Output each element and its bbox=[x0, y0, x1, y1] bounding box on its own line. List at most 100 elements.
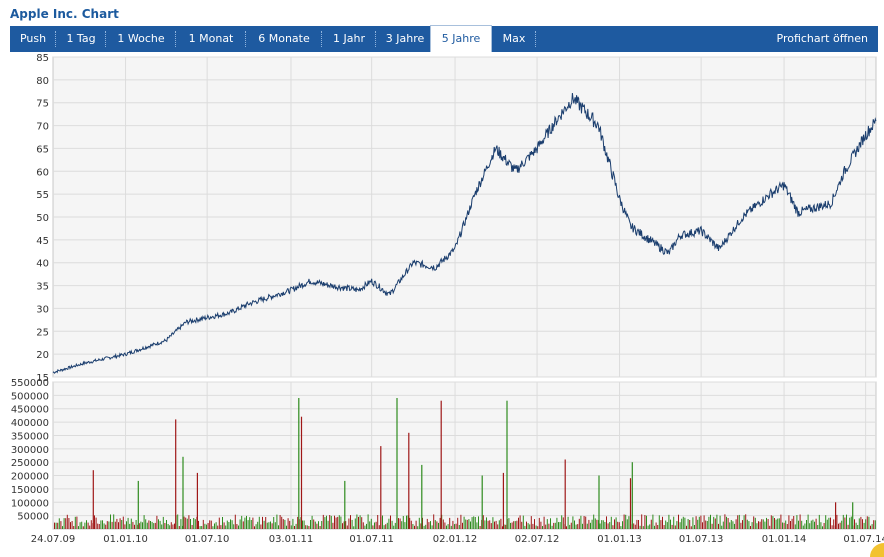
volume-bar bbox=[103, 523, 105, 529]
volume-bar bbox=[401, 521, 403, 529]
volume-spike-bar bbox=[298, 398, 300, 529]
volume-bar bbox=[732, 521, 734, 529]
volume-bar bbox=[166, 520, 167, 529]
volume-bar bbox=[625, 514, 627, 529]
x-tick-label: 24.07.09 bbox=[31, 534, 76, 545]
volume-bar bbox=[874, 520, 876, 529]
volume-bar bbox=[214, 523, 215, 529]
x-tick-label: 01.01.10 bbox=[103, 534, 148, 545]
volume-bar bbox=[278, 525, 279, 529]
price-tick-label: 45 bbox=[36, 236, 49, 247]
volume-bar bbox=[366, 523, 367, 529]
volume-bar bbox=[722, 521, 724, 529]
volume-bar bbox=[535, 525, 537, 529]
volume-bar bbox=[846, 514, 847, 529]
volume-bar bbox=[694, 525, 695, 529]
volume-bar bbox=[135, 520, 137, 529]
volume-bar bbox=[406, 515, 407, 529]
volume-bar bbox=[231, 520, 233, 529]
volume-spike-bar bbox=[440, 400, 442, 529]
open-pro-chart-link[interactable]: Profichart öffnen bbox=[776, 32, 869, 45]
volume-bar bbox=[641, 514, 643, 529]
volume-bar bbox=[191, 525, 193, 529]
volume-bar bbox=[761, 519, 763, 529]
volume-bar bbox=[684, 517, 686, 529]
volume-bar bbox=[574, 520, 575, 529]
tab-max[interactable]: Max bbox=[492, 26, 536, 52]
tab-5-jahre[interactable]: 5 Jahre bbox=[430, 25, 492, 52]
tab-6-monate[interactable]: 6 Monate bbox=[246, 26, 322, 52]
tab-1-woche[interactable]: 1 Woche bbox=[106, 26, 176, 52]
volume-bar bbox=[486, 517, 487, 529]
volume-bar bbox=[537, 526, 539, 529]
volume-bar bbox=[660, 520, 662, 529]
volume-bar bbox=[615, 517, 617, 529]
volume-bar bbox=[386, 522, 388, 529]
tab-1-monat[interactable]: 1 Monat bbox=[176, 26, 246, 52]
volume-bar bbox=[186, 518, 188, 529]
volume-bar bbox=[351, 519, 353, 529]
volume-bar bbox=[794, 524, 796, 529]
volume-bar bbox=[462, 522, 463, 529]
tab-push[interactable]: Push bbox=[10, 26, 56, 52]
volume-bar bbox=[471, 517, 473, 529]
volume-bar bbox=[578, 518, 580, 529]
volume-bar bbox=[542, 526, 543, 529]
volume-bar bbox=[570, 522, 572, 529]
volume-spike-bar bbox=[175, 419, 177, 529]
tab-3-jahre[interactable]: 3 Jahre bbox=[385, 32, 425, 45]
volume-bar bbox=[521, 521, 523, 529]
volume-bar bbox=[289, 520, 291, 529]
volume-bar bbox=[302, 520, 303, 529]
volume-bar bbox=[348, 518, 350, 529]
volume-bar bbox=[634, 524, 636, 529]
volume-bar bbox=[346, 525, 348, 529]
volume-bar bbox=[745, 514, 747, 529]
tab-1-jahr[interactable]: 1 Jahr bbox=[322, 26, 376, 52]
volume-bar bbox=[718, 523, 719, 529]
volume-bar bbox=[247, 520, 249, 529]
volume-spike-bar bbox=[598, 475, 600, 529]
volume-bar bbox=[527, 523, 529, 529]
volume-bar bbox=[569, 524, 571, 529]
volume-bar bbox=[807, 514, 809, 529]
volume-bar bbox=[375, 521, 377, 529]
volume-bar bbox=[327, 520, 329, 529]
volume-bar bbox=[385, 524, 387, 529]
volume-bar bbox=[313, 519, 315, 529]
volume-bar bbox=[711, 523, 713, 529]
volume-bar bbox=[705, 520, 707, 529]
volume-bar bbox=[374, 522, 375, 529]
volume-bar bbox=[159, 520, 161, 529]
volume-bar bbox=[249, 517, 251, 529]
volume-bar bbox=[332, 522, 334, 529]
volume-bar bbox=[460, 514, 462, 529]
volume-bar bbox=[418, 517, 420, 529]
volume-bar bbox=[738, 514, 740, 529]
volume-bar bbox=[623, 514, 625, 529]
volume-bar bbox=[652, 514, 654, 529]
volume-bar bbox=[337, 516, 339, 529]
volume-bar bbox=[329, 515, 331, 529]
volume-bar bbox=[633, 523, 635, 529]
volume-tick-label: 250000 bbox=[11, 458, 49, 469]
volume-bar bbox=[857, 525, 859, 529]
volume-bar bbox=[730, 520, 732, 529]
volume-bar bbox=[148, 520, 150, 529]
volume-bar bbox=[338, 515, 340, 529]
volume-bar bbox=[286, 525, 287, 529]
volume-bar bbox=[174, 523, 175, 529]
volume-bar bbox=[607, 523, 609, 529]
price-tick-label: 75 bbox=[36, 99, 49, 110]
tab-1-tag[interactable]: 1 Tag bbox=[56, 26, 106, 52]
volume-bar bbox=[150, 521, 151, 529]
volume-bar bbox=[494, 521, 495, 529]
volume-bar bbox=[622, 521, 623, 529]
volume-spike-bar bbox=[564, 459, 566, 529]
corner-handle[interactable] bbox=[870, 543, 884, 557]
volume-bar bbox=[74, 516, 76, 529]
time-range-tab-bar: Push 1 Tag 1 Woche 1 Monat 6 Monate 1 Ja… bbox=[10, 25, 878, 52]
volume-bar bbox=[753, 516, 755, 529]
volume-bar bbox=[206, 524, 207, 529]
volume-bar bbox=[362, 522, 364, 529]
